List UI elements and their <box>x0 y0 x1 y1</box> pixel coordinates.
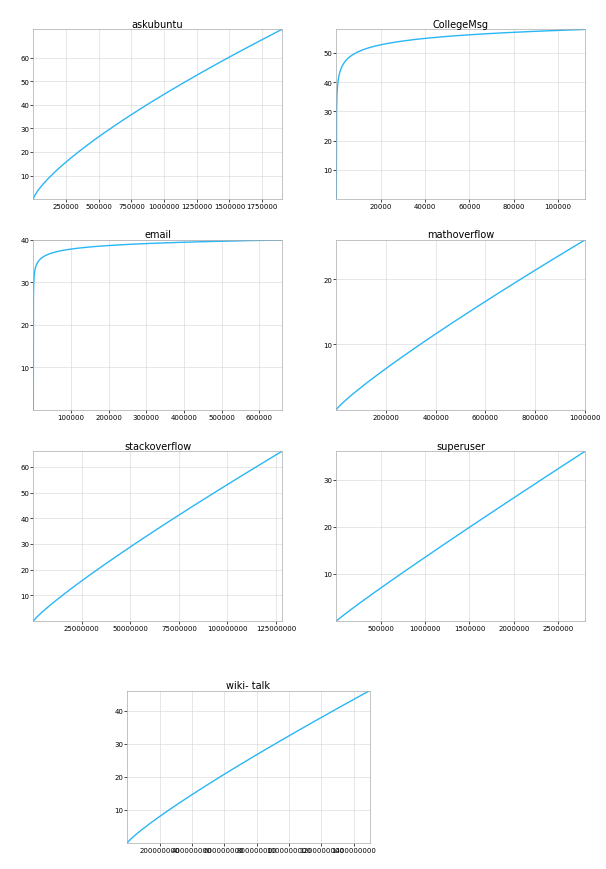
Title: email: email <box>144 230 171 240</box>
Title: wiki- talk: wiki- talk <box>227 680 270 690</box>
Title: mathoverflow: mathoverflow <box>427 230 494 240</box>
Title: askubuntu: askubuntu <box>132 20 184 30</box>
Title: stackoverflow: stackoverflow <box>124 441 191 451</box>
Title: CollegeMsg: CollegeMsg <box>433 20 488 30</box>
Title: superuser: superuser <box>436 441 485 451</box>
